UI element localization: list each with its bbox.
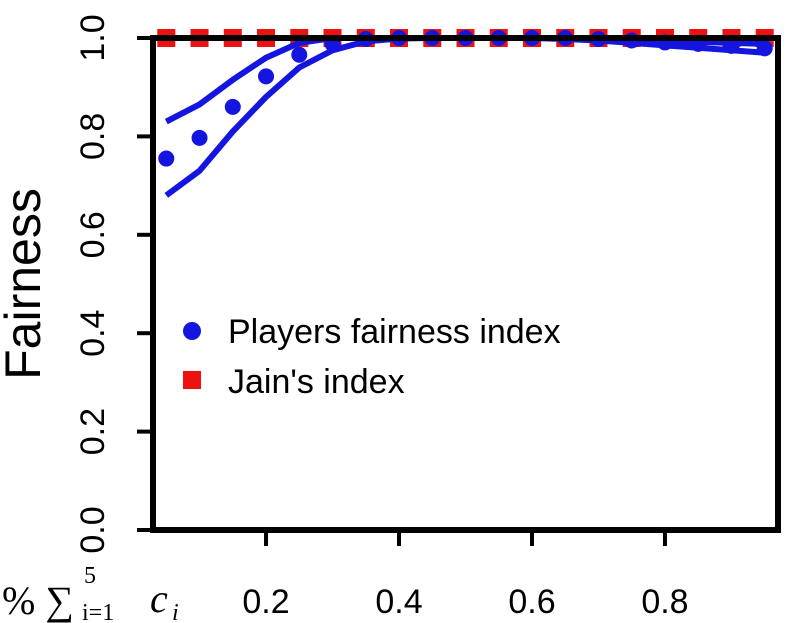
y-axis: 0.0 0.2 0.4 0.6 0.8 1.0 bbox=[74, 14, 153, 554]
players-point bbox=[723, 37, 740, 54]
x-tick-label: 0.8 bbox=[641, 583, 688, 621]
players-point bbox=[756, 40, 773, 57]
x-axis-label-sup: 5 bbox=[84, 563, 96, 589]
y-tick-label: 0.0 bbox=[74, 506, 112, 553]
x-tick-label: 0.2 bbox=[242, 583, 289, 621]
legend-players-marker bbox=[183, 322, 201, 340]
players-point bbox=[291, 46, 308, 63]
svg-text:% ∑: % ∑ bbox=[2, 578, 74, 623]
x-axis-label: % ∑ 5 i=1 c i bbox=[2, 563, 179, 623]
x-axis-label-sub: i=1 bbox=[82, 600, 114, 623]
x-axis: 0.2 0.4 0.6 0.8 bbox=[242, 530, 689, 621]
players-point bbox=[224, 98, 241, 115]
players-point bbox=[158, 150, 175, 167]
y-axis-label: Fairness bbox=[0, 188, 51, 380]
players-point bbox=[258, 68, 275, 85]
x-axis-label-var-sub: i bbox=[172, 600, 179, 623]
y-tick-label: 0.6 bbox=[74, 211, 112, 258]
y-tick-label: 1.0 bbox=[74, 14, 112, 61]
y-tick-label: 0.2 bbox=[74, 408, 112, 455]
legend: Players fairness index Jain's index bbox=[183, 313, 561, 401]
x-axis-label-var: c bbox=[150, 576, 168, 621]
y-tick-label: 0.8 bbox=[74, 113, 112, 160]
x-axis-label-prefix: % ∑ bbox=[2, 578, 74, 623]
legend-jain-marker bbox=[183, 371, 201, 389]
legend-players-label: Players fairness index bbox=[228, 313, 561, 351]
legend-jain-label: Jain's index bbox=[228, 363, 405, 401]
x-tick-label: 0.4 bbox=[375, 583, 422, 621]
plot-content bbox=[157, 29, 774, 198]
players-point bbox=[191, 129, 208, 146]
plot-frame bbox=[150, 35, 781, 533]
x-tick-label: 0.6 bbox=[508, 583, 555, 621]
y-tick-label: 0.4 bbox=[74, 310, 112, 357]
